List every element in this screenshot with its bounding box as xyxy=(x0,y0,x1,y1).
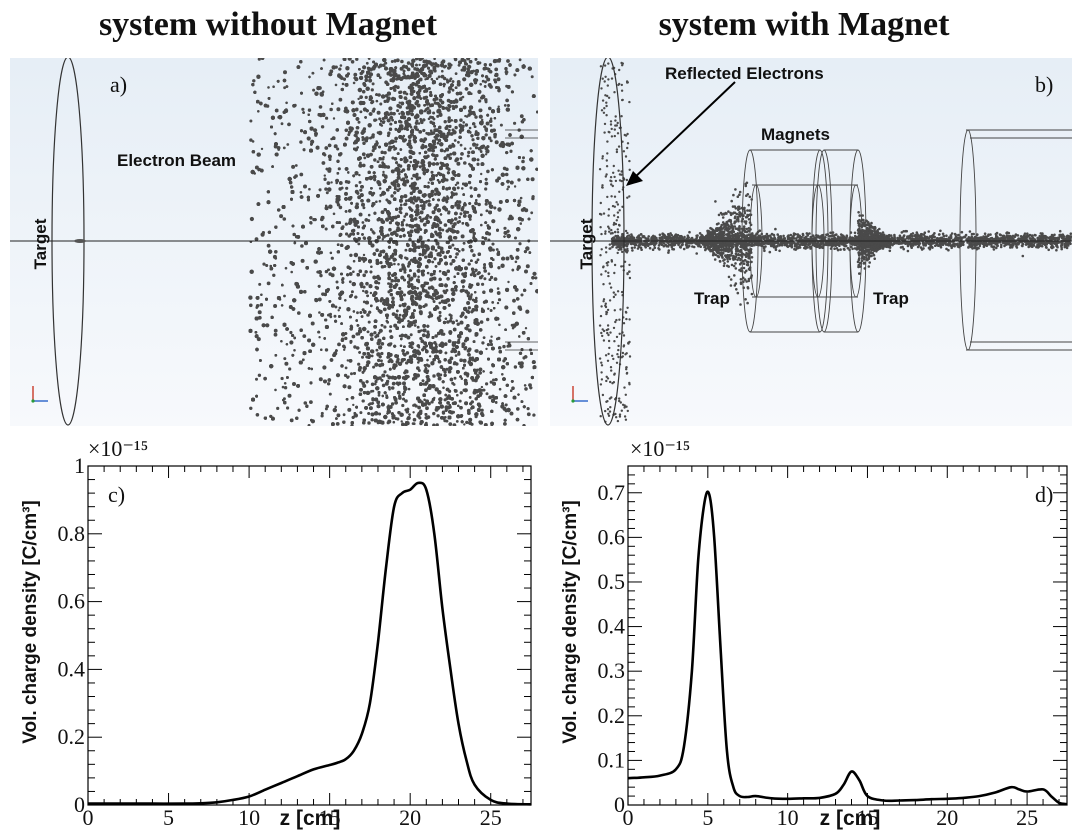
y-axis-label-d: Vol. charge density [C/cm³] xyxy=(560,500,581,744)
y-multiplier-d: ×10⁻¹⁵ xyxy=(630,436,690,461)
panel-label-b: b) xyxy=(1035,72,1053,97)
y-tick-label: 0.8 xyxy=(58,521,86,546)
simulation-panel-a: a) Electron Beam Target xyxy=(10,58,538,426)
y-tick-label: 0.4 xyxy=(598,614,626,639)
electron-beam-label: Electron Beam xyxy=(117,151,236,170)
x-tick-label: 0 xyxy=(83,805,94,830)
y-multiplier-c: ×10⁻¹⁵ xyxy=(88,436,148,461)
magnets-label: Magnets xyxy=(761,125,830,144)
x-tick-label: 25 xyxy=(480,805,502,830)
y-tick-label: 0.4 xyxy=(58,656,86,681)
x-tick-label: 0 xyxy=(623,805,634,830)
series-line xyxy=(88,481,532,806)
x-tick-label: 5 xyxy=(702,805,713,830)
x-axis-label-d: z [cm] xyxy=(820,807,881,830)
y-axis-label-c: Vol. charge density [C/cm³] xyxy=(20,500,41,744)
simulation-panel-b: Reflected Electrons b) Magnets Trap Trap… xyxy=(550,58,1072,426)
y-tick-label: 0.6 xyxy=(598,524,626,549)
y-tick-label: 0.6 xyxy=(58,589,86,614)
x-tick-label: 20 xyxy=(399,805,421,830)
x-tick-label: 25 xyxy=(1016,805,1038,830)
trap-label-right: Trap xyxy=(873,289,909,308)
y-tick-label: 0.7 xyxy=(598,480,626,505)
series-line xyxy=(627,490,1068,806)
x-tick-label: 15 xyxy=(856,805,878,830)
target-label-a: Target xyxy=(31,218,50,269)
y-tick-label: 0.5 xyxy=(598,569,626,594)
x-tick-label: 10 xyxy=(238,805,260,830)
y-tick-label: 0 xyxy=(74,792,85,817)
x-tick-label: 10 xyxy=(777,805,799,830)
title-without-magnet: system without Magnet xyxy=(98,6,438,43)
panel-label-d: d) xyxy=(1035,482,1053,507)
y-tick-label: 0.2 xyxy=(598,703,626,728)
x-tick-label: 5 xyxy=(163,805,174,830)
trap-label-left: Trap xyxy=(694,289,730,308)
reflected-arrow-icon xyxy=(626,81,736,186)
y-tick-label: 0 xyxy=(614,792,625,817)
y-tick-label: 1 xyxy=(74,453,85,478)
particle-cloud-a xyxy=(248,58,538,426)
reflected-electrons-label: Reflected Electrons xyxy=(665,64,824,83)
panel-label-c: c) xyxy=(108,482,125,507)
x-axis-label-c: z [cm] xyxy=(280,807,341,830)
target-label-b: Target xyxy=(577,218,596,269)
beam-source-a xyxy=(74,239,86,243)
axis-triad-icon-a xyxy=(31,386,48,403)
title-with-magnet: system with Magnet xyxy=(658,6,950,43)
chart-c: ×10⁻¹⁵ Vol. charge density [C/cm³] z [cm… xyxy=(20,436,532,830)
plot-frame xyxy=(87,465,532,806)
y-tick-label: 0.3 xyxy=(598,658,626,683)
x-tick-label: 15 xyxy=(319,805,341,830)
panel-label-a: a) xyxy=(110,72,127,97)
chart-d: ×10⁻¹⁵ Vol. charge density [C/cm³] z [cm… xyxy=(560,436,1068,830)
x-tick-label: 20 xyxy=(936,805,958,830)
y-tick-label: 0.1 xyxy=(598,747,626,772)
y-tick-label: 0.2 xyxy=(58,724,86,749)
axis-triad-icon-b xyxy=(571,386,588,403)
